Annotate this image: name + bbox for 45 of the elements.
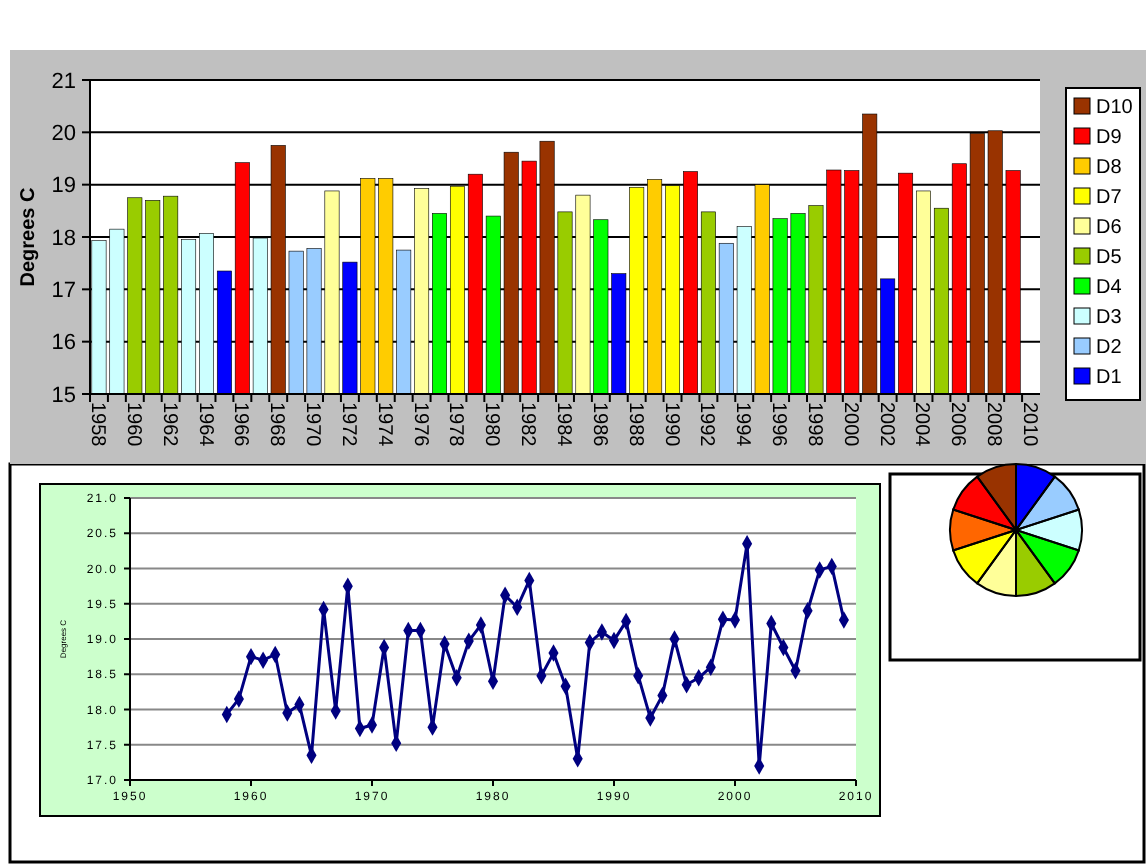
legend-label: D9 — [1096, 127, 1123, 149]
y-tick-label: 20 — [51, 122, 76, 147]
x-tick-label: 2006 — [946, 402, 969, 448]
x-tick-label: 2002 — [874, 402, 897, 448]
x-tick-label: 1964 — [193, 402, 216, 448]
x-tick-label: 1960 — [121, 402, 144, 448]
legend-label: D2 — [1096, 337, 1123, 359]
x-tick-label: 1980 — [480, 402, 503, 448]
x-tick-label: 1976 — [408, 402, 431, 448]
legend-label: D3 — [1096, 307, 1123, 329]
y-tick-label: 17 — [51, 279, 76, 304]
x-tick-label: 1986 — [587, 402, 610, 448]
y-axis-title: Degrees C — [18, 187, 40, 287]
x-tick-label: 1970 — [301, 402, 324, 448]
x-tick-label: 1998 — [802, 402, 825, 448]
x-tick-label: 1968 — [265, 402, 288, 448]
legend-label: D6 — [1096, 217, 1123, 239]
x-tick-label: 1974 — [372, 402, 395, 448]
y-tick-label: 18 — [51, 226, 76, 251]
y-tick-label: 21 — [51, 69, 76, 94]
y-tick-label: 19 — [51, 174, 76, 199]
x-tick-label: 1992 — [695, 402, 718, 448]
legend-label: D10 — [1096, 97, 1134, 119]
x-tick-label: 1994 — [731, 402, 754, 448]
x-tick-label: 1988 — [623, 402, 646, 448]
legend-label: D4 — [1096, 277, 1123, 299]
x-tick-label: 1996 — [767, 402, 790, 448]
y-tick-label: 15 — [51, 383, 76, 408]
x-tick-label: 1958 — [85, 402, 108, 448]
x-tick-label: 1966 — [229, 402, 252, 448]
x-tick-label: 1962 — [157, 402, 180, 448]
x-tick-label: 1982 — [516, 402, 539, 448]
y-tick-label: 16 — [51, 331, 76, 356]
x-tick-label: 1990 — [659, 402, 682, 448]
x-tick-label: 2008 — [982, 402, 1005, 448]
legend-label: D8 — [1096, 157, 1123, 179]
x-tick-label: 2000 — [838, 402, 861, 448]
x-tick-label: 1978 — [444, 402, 467, 448]
x-tick-label: 2010 — [1018, 402, 1041, 448]
x-tick-label: 1972 — [336, 402, 359, 448]
x-tick-label: 1984 — [552, 402, 574, 448]
legend-label: D1 — [1096, 367, 1123, 389]
legend-label: D5 — [1096, 247, 1123, 269]
x-tick-label: 2004 — [910, 402, 933, 448]
legend-label: D7 — [1096, 187, 1123, 209]
